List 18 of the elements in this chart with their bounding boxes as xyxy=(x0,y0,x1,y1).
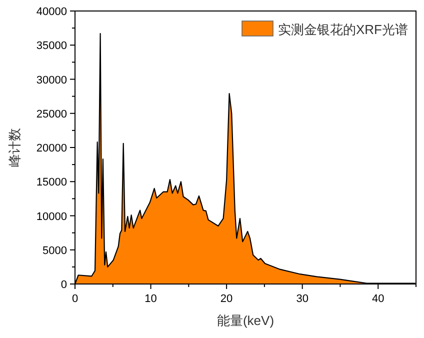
y-tick-label: 5000 xyxy=(42,244,67,257)
y-tick-label: 30000 xyxy=(36,74,67,86)
x-tick-label: 40 xyxy=(372,293,384,305)
y-tick-label: 25000 xyxy=(36,108,67,120)
legend-label: 实测金银花的XRF光谱 xyxy=(278,22,408,37)
y-tick-label: 0 xyxy=(60,279,67,291)
legend: 实测金银花的XRF光谱 xyxy=(242,20,408,37)
x-tick-label: 10 xyxy=(144,293,157,305)
y-tick-label: 15000 xyxy=(36,176,67,189)
y-tick-label: 40000 xyxy=(36,6,67,18)
x-axis-title: 能量(keV) xyxy=(216,313,274,328)
y-axis-title: 峰计数 xyxy=(7,128,22,167)
x-tick-label: 30 xyxy=(296,293,308,305)
x-tick-label: 20 xyxy=(220,293,233,305)
y-tick-label: 20000 xyxy=(36,142,67,154)
x-tick-label: 0 xyxy=(72,293,78,305)
y-tick-label: 35000 xyxy=(36,40,67,52)
y-tick-label: 10000 xyxy=(36,210,67,223)
